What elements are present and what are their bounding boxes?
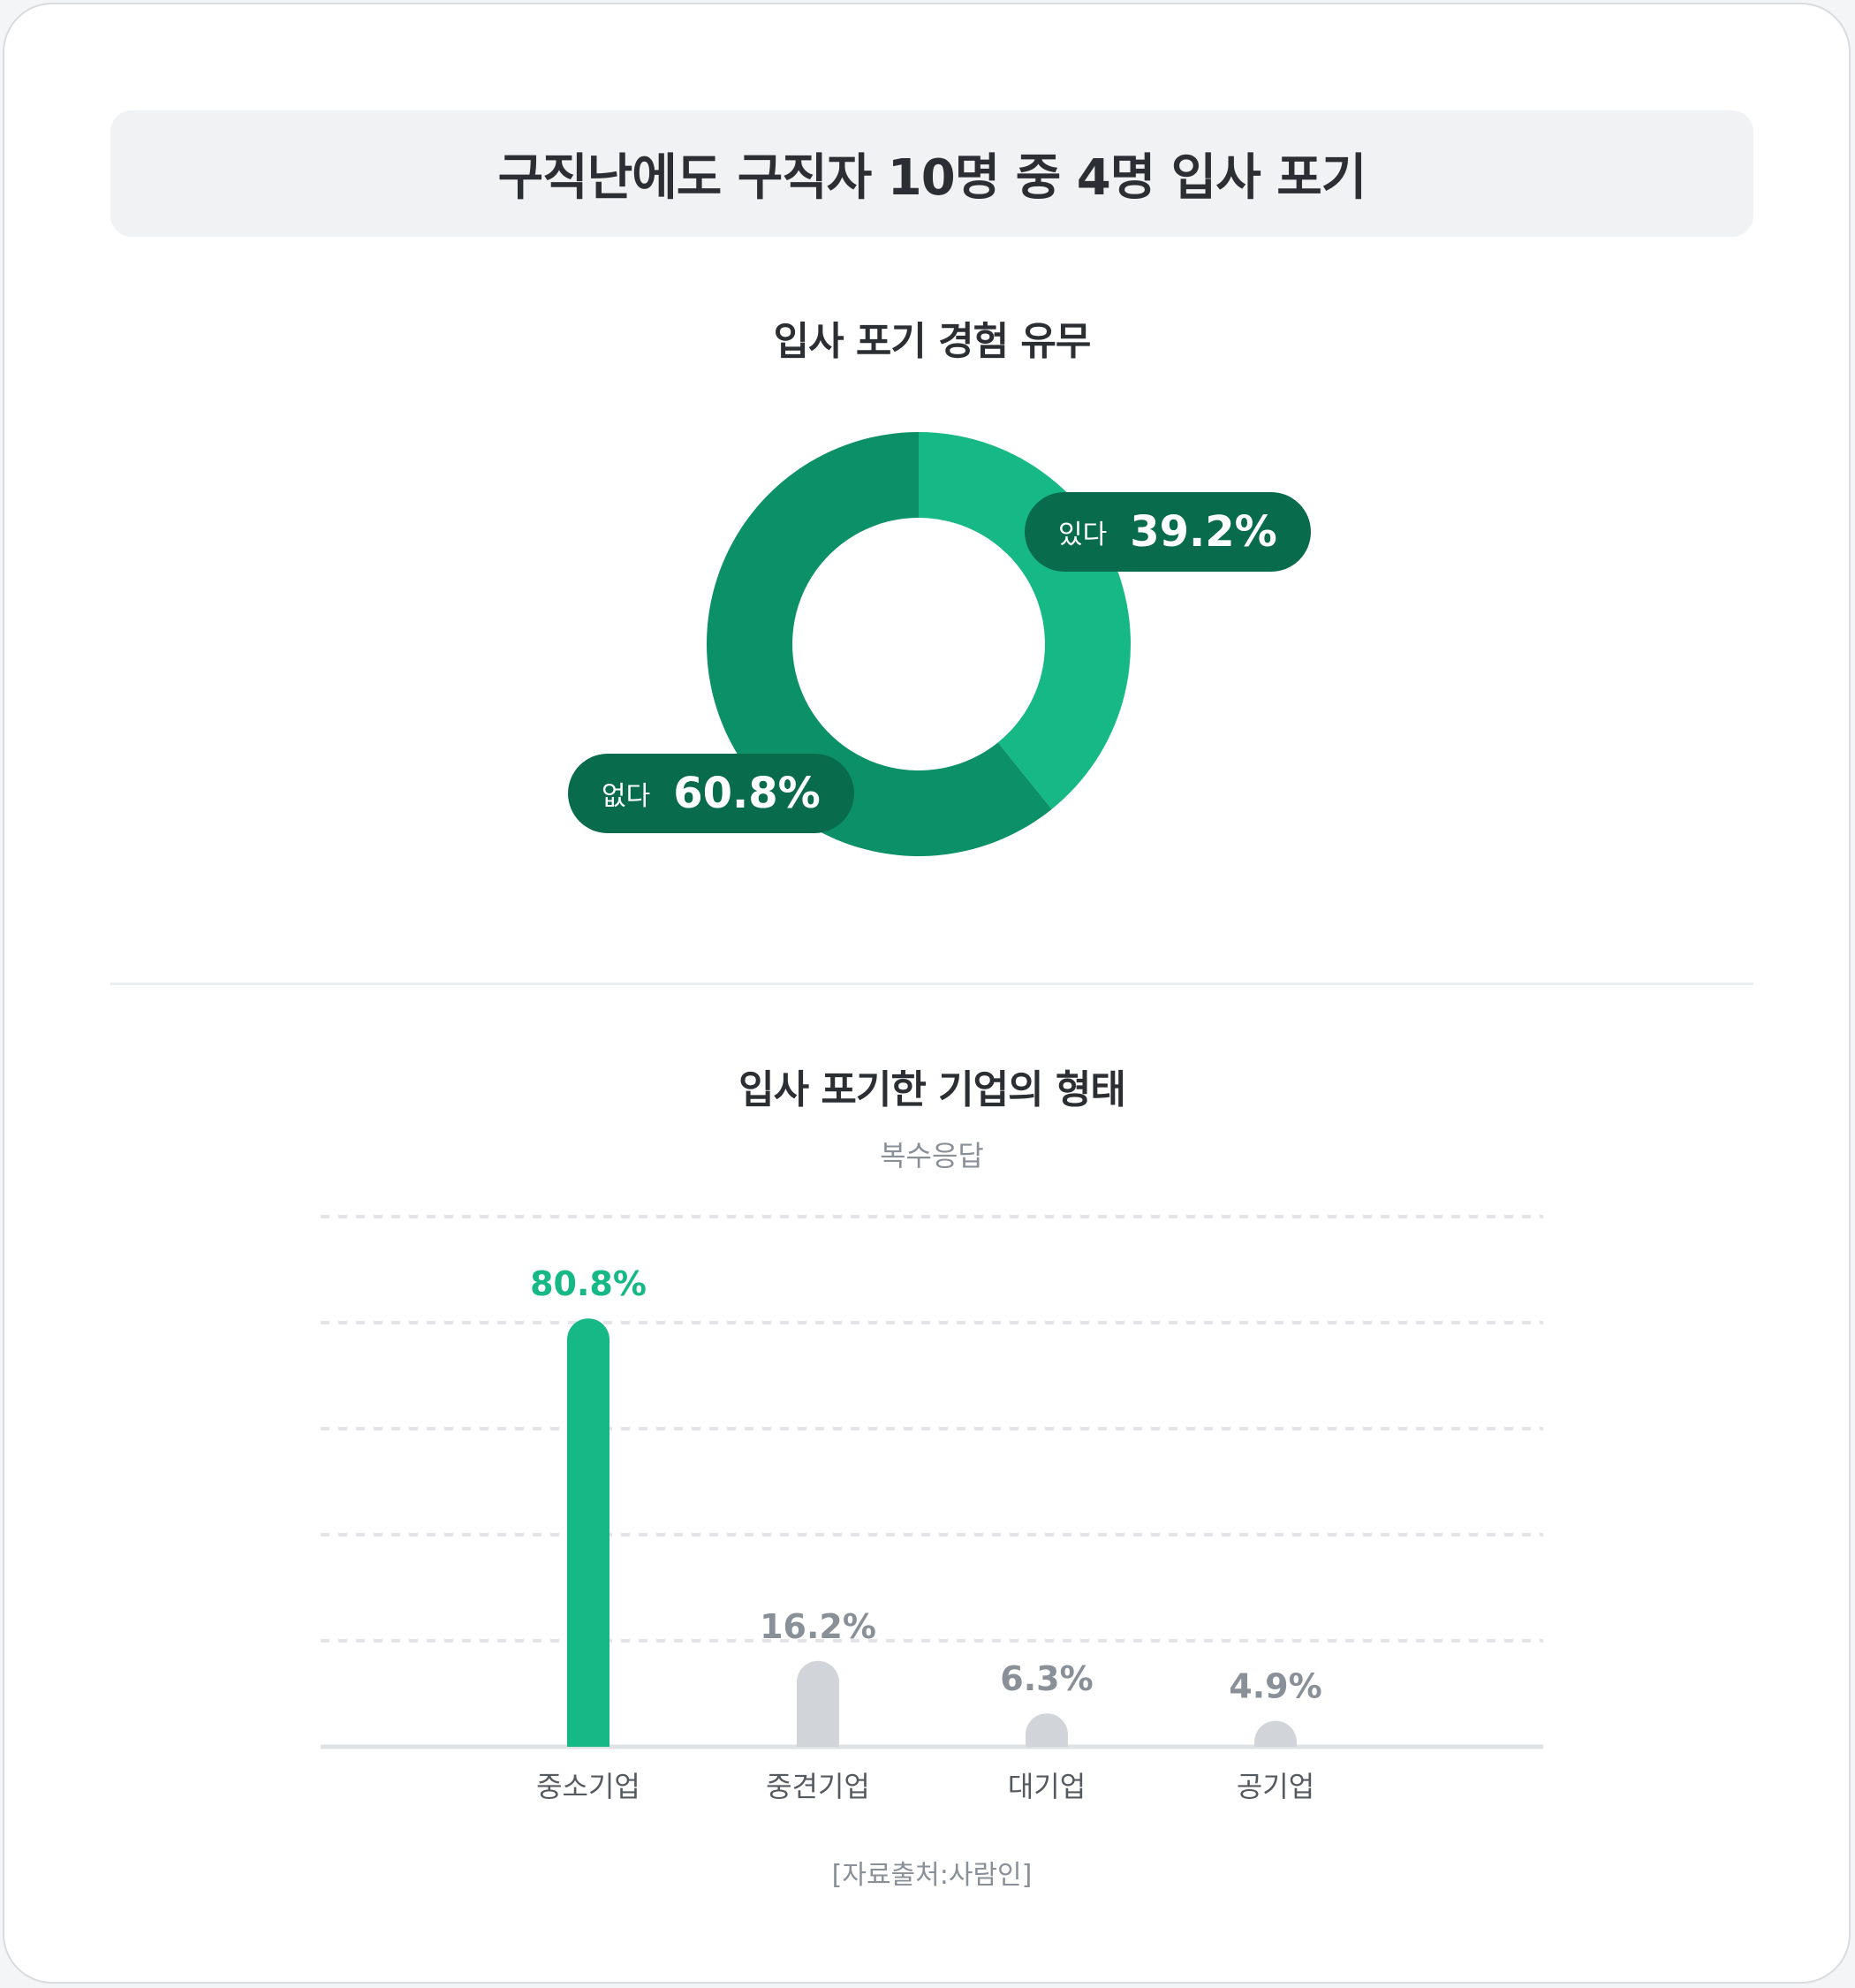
bar-중견기업	[797, 1660, 839, 1747]
infographic-card: 구직난에도 구직자 10명 중 4명 입사 포기 입사 포기 경험 유무 있다 …	[3, 3, 1851, 1984]
bar-value-label: 80.8%	[530, 1264, 647, 1303]
bar-대기업	[1026, 1713, 1068, 1747]
bar-중소기업	[567, 1318, 610, 1747]
page-title: 구직난에도 구직자 10명 중 4명 입사 포기	[497, 149, 1367, 207]
donut-label-no: 없다 60.8%	[568, 754, 854, 833]
bar-chart: 80.8% 중소기업 16.2% 중견기업 6.3% 대기업 4.9% 공기업	[321, 1215, 1543, 1803]
donut-label-no-category: 없다	[602, 781, 651, 812]
donut-chart-title: 입사 포기 경험 유무	[773, 319, 1092, 364]
bar-value-label: 6.3%	[1000, 1659, 1093, 1698]
x-tick-label: 대기업	[1008, 1770, 1086, 1803]
donut-label-yes-value: 39.2%	[1130, 507, 1277, 557]
x-tick-label: 중견기업	[766, 1770, 870, 1803]
bar-value-label: 4.9%	[1229, 1667, 1321, 1706]
bar-공기업	[1254, 1720, 1297, 1747]
donut-label-yes: 있다 39.2%	[1025, 492, 1311, 572]
bar-chart-title: 입사 포기한 기업의 형태	[738, 1067, 1126, 1112]
section-divider	[110, 983, 1753, 985]
bar-value-label: 16.2%	[760, 1607, 876, 1646]
bar-chart-subtitle: 복수응답	[880, 1139, 984, 1172]
source-note: [자료출처:사람인]	[831, 1860, 1033, 1891]
x-tick-label: 공기업	[1237, 1770, 1314, 1803]
donut-label-yes-category: 있다	[1058, 520, 1108, 550]
donut-label-no-value: 60.8%	[673, 769, 821, 818]
title-banner: 구직난에도 구직자 10명 중 4명 입사 포기	[110, 110, 1753, 237]
donut-slice-no	[706, 432, 1052, 857]
x-tick-label: 중소기업	[536, 1770, 640, 1803]
